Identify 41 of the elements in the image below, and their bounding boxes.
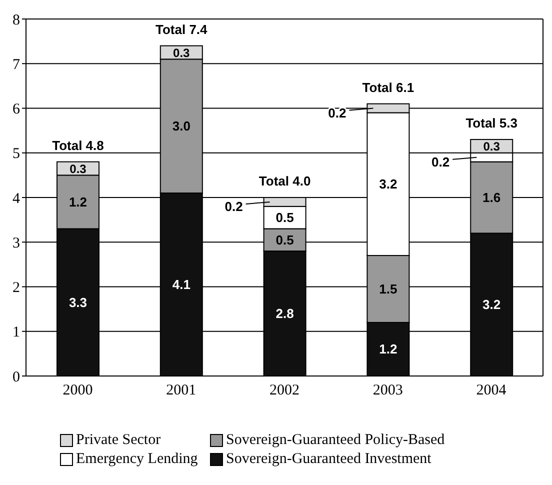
y-tick-label: 8	[12, 12, 20, 28]
legend-label: Emergency Lending	[76, 451, 198, 468]
x-tick-label: 2003	[372, 382, 403, 399]
legend-label: Sovereign-Guaranteed Investment	[226, 451, 432, 468]
legend-label: Sovereign-Guaranteed Policy-Based	[226, 432, 445, 449]
y-tick-label: 2	[12, 280, 20, 296]
y-tick-label: 0	[12, 369, 20, 386]
data-label: 0.2	[432, 154, 450, 170]
legend-label: Private Sector	[76, 432, 161, 449]
x-tick-label: 2002	[270, 382, 300, 399]
total-label: Total 4.8	[52, 138, 104, 153]
y-tick-label: 3	[12, 235, 20, 252]
total-label: Total 6.1	[362, 80, 414, 95]
data-label: 1.2	[379, 342, 398, 357]
data-label: 0.3	[173, 46, 190, 60]
data-label: 0.5	[276, 210, 294, 226]
data-label: 3.2	[379, 176, 398, 192]
data-label: 3.2	[482, 297, 501, 312]
data-label: 2.8	[276, 306, 294, 322]
data-label: 0.5	[276, 232, 294, 248]
data-label: 0.2	[224, 198, 243, 214]
data-label: 0.2	[328, 105, 346, 120]
y-tick-label: 6	[12, 102, 20, 118]
data-label: 0.3	[70, 162, 87, 176]
x-tick-label: 2004	[476, 382, 507, 399]
data-label: 0.3	[483, 140, 500, 154]
y-tick-label: 7	[12, 56, 20, 73]
total-label: Total 5.3	[466, 115, 518, 130]
data-label: 3.0	[172, 118, 190, 134]
y-tick-label: 1	[12, 324, 20, 341]
x-tick-label: 2000	[62, 382, 93, 399]
y-tick-label: 5	[12, 146, 20, 162]
data-label: 1.2	[68, 194, 88, 210]
data-label: 1.6	[482, 190, 501, 205]
total-label: Total 7.4	[156, 22, 208, 37]
data-label: 4.1	[172, 277, 190, 292]
x-tick-label: 2001	[166, 382, 196, 399]
data-label: 1.5	[379, 281, 398, 296]
y-tick-label: 4	[12, 190, 20, 207]
total-label: Total 4.0	[258, 174, 311, 188]
data-label: 3.3	[68, 294, 88, 310]
